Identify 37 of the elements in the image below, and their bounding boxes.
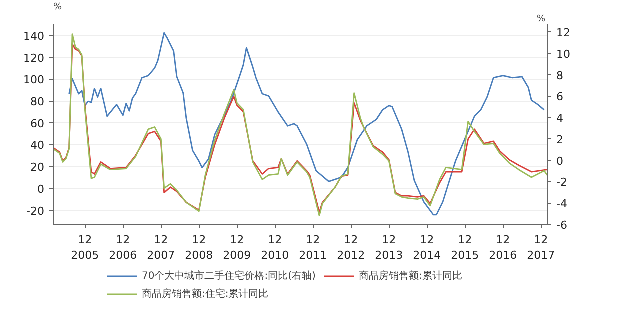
y-tick-label: 80 [30,96,45,109]
x-tick-label: 12 2017 [527,234,556,262]
x-tick-label: 12 2009 [223,234,252,262]
x-tick-label: 12 2005 [71,234,100,262]
y-tick-label: 40 [30,139,45,152]
y2-tick-label: 12 [556,26,570,40]
legend-label: 70个大中城市二手住宅价格:同比(右轴) [142,270,316,283]
y-axis-title: % [54,2,62,12]
y-tick-label: 0 [38,182,44,196]
y2-tick-label: -2 [556,176,568,190]
x-tick-label: 12 2015 [451,234,480,262]
y2-tick-label: 2 [556,133,564,146]
legend-label: 商品房销售额:住宅:累计同比 [142,288,269,301]
x-tick-label: 12 2006 [109,234,138,262]
y-tick-label: -20 [26,204,44,218]
x-tick-label: 12 2008 [185,234,214,262]
x-tick-label: 12 2010 [261,234,290,262]
legend-label: 商品房销售额:累计同比 [358,270,462,283]
y2-axis-title: % [536,14,546,24]
y-tick-label: 120 [24,52,45,65]
y-tick-label: 100 [24,74,45,87]
y2-tick-label: 8 [556,69,564,82]
y-tick-label: 20 [30,161,45,174]
y2-tick-label: -6 [556,219,568,232]
y2-tick-label: 6 [556,90,564,104]
x-tick-label: 12 2012 [337,234,366,262]
x-tick-label: 12 2013 [375,234,404,262]
y2-tick-label: -4 [556,198,568,211]
y-tick-label: 140 [24,30,45,43]
y-tick-label: 60 [30,117,45,130]
y2-tick-label: 4 [556,112,564,126]
x-tick-label: 12 2016 [489,234,518,262]
y2-tick-label: 0 [556,154,564,168]
x-tick-label: 12 2011 [299,234,328,262]
x-tick-label: 12 2014 [413,234,442,262]
y2-tick-label: 10 [556,48,570,61]
x-tick-label: 12 2007 [147,234,176,262]
